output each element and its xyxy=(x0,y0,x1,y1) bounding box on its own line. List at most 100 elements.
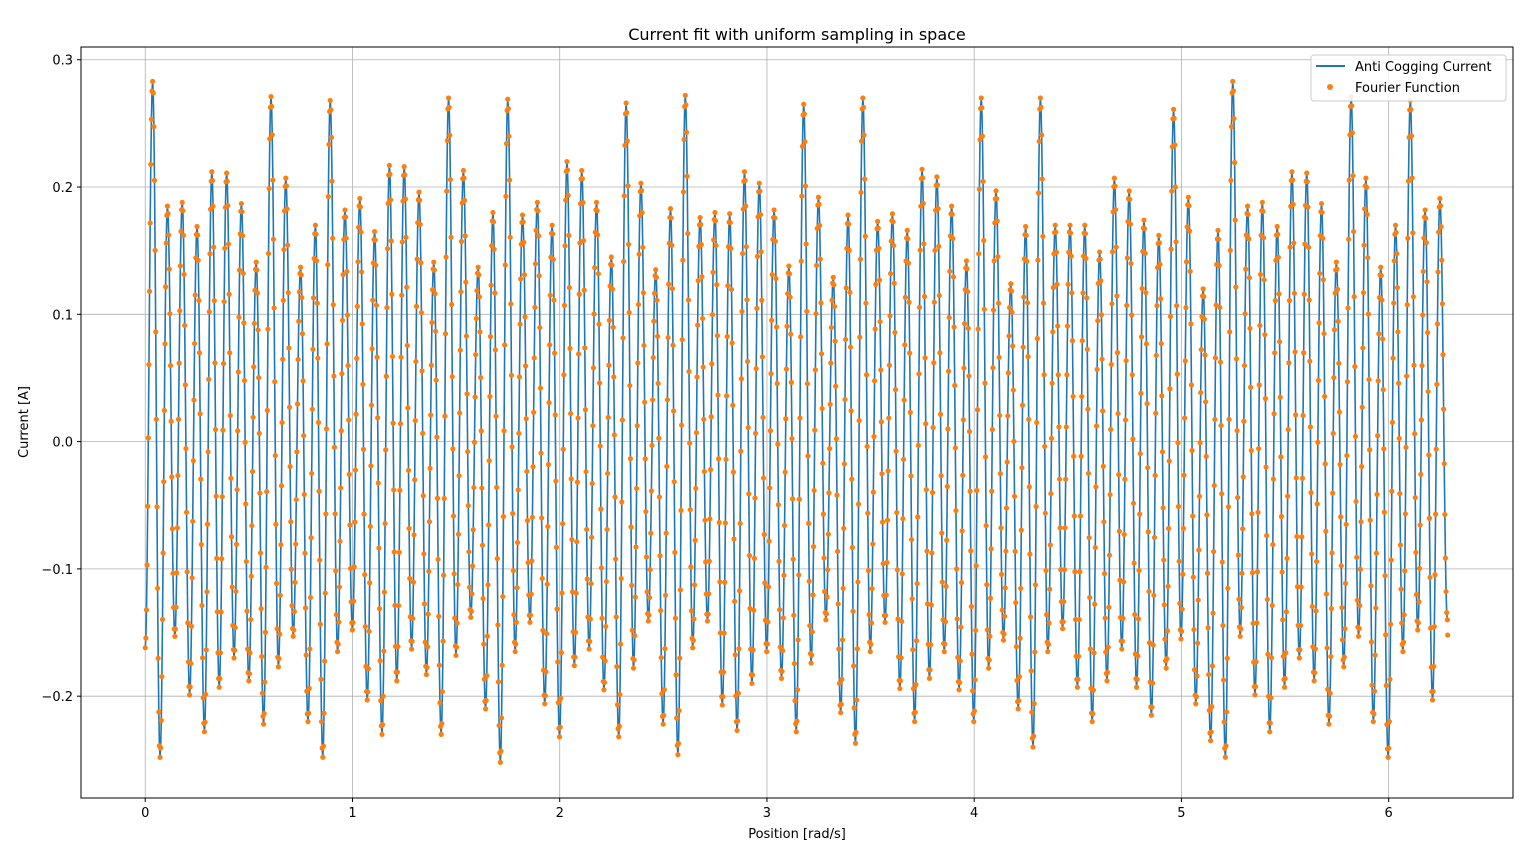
fourier-point xyxy=(961,365,967,371)
fourier-point xyxy=(656,435,662,441)
fourier-point xyxy=(1137,451,1143,457)
fourier-point xyxy=(1139,285,1145,292)
fourier-point xyxy=(799,193,805,199)
fourier-point xyxy=(1035,257,1041,263)
fourier-point xyxy=(1206,707,1212,714)
fourier-point xyxy=(328,134,335,140)
fourier-point xyxy=(1355,633,1362,639)
fourier-point xyxy=(475,264,481,270)
fourier-point xyxy=(810,544,817,550)
fourier-point xyxy=(1277,339,1283,345)
fourier-point xyxy=(1334,286,1341,292)
fourier-point xyxy=(806,578,812,584)
fourier-point xyxy=(198,541,204,548)
fourier-point xyxy=(286,404,293,410)
fourier-point xyxy=(973,627,979,633)
fourier-point xyxy=(960,472,966,478)
fourier-point xyxy=(375,480,381,486)
fourier-point xyxy=(1056,424,1062,430)
fourier-point xyxy=(418,310,425,316)
fourier-point xyxy=(951,324,957,330)
fourier-point xyxy=(404,342,410,349)
fourier-point xyxy=(1186,203,1192,209)
fourier-point xyxy=(1023,223,1029,230)
fourier-point xyxy=(957,658,963,664)
fourier-point xyxy=(1306,297,1312,303)
fourier-point xyxy=(566,284,573,291)
fourier-point xyxy=(277,631,283,637)
fourier-point xyxy=(1158,340,1164,347)
fourier-point xyxy=(1280,653,1286,659)
fourier-point xyxy=(989,488,995,494)
fourier-point xyxy=(805,453,811,459)
fourier-point xyxy=(285,290,291,296)
fourier-point xyxy=(1427,574,1433,581)
fourier-point xyxy=(859,138,865,144)
fourier-point xyxy=(1148,712,1154,718)
fourier-point xyxy=(272,452,278,459)
fourier-point xyxy=(255,327,261,333)
fourier-point xyxy=(423,671,429,678)
fourier-point xyxy=(777,607,783,613)
fourier-point xyxy=(590,423,596,429)
fourier-point xyxy=(1094,366,1100,372)
fourier-point xyxy=(730,469,736,475)
fourier-point xyxy=(1408,133,1415,139)
fourier-point xyxy=(1296,655,1302,661)
fourier-point xyxy=(1410,230,1416,236)
fourier-point xyxy=(1372,652,1378,658)
fourier-point xyxy=(436,662,442,668)
fourier-point xyxy=(1294,533,1300,540)
fourier-point xyxy=(1193,701,1199,707)
fourier-point xyxy=(1440,352,1446,358)
fourier-point xyxy=(1302,241,1308,247)
fourier-point xyxy=(1156,232,1162,238)
fourier-point xyxy=(401,164,407,170)
fourier-point xyxy=(344,268,350,275)
fourier-point xyxy=(742,177,748,184)
fourier-point xyxy=(989,426,995,433)
fourier-point xyxy=(797,415,803,421)
fourier-point xyxy=(684,173,690,179)
fourier-point xyxy=(1425,388,1431,395)
fourier-point xyxy=(442,331,449,337)
fourier-point xyxy=(846,221,852,227)
fourier-point xyxy=(1435,269,1441,275)
fourier-point xyxy=(680,189,687,195)
fourier-point xyxy=(984,582,990,588)
fourier-point xyxy=(822,588,828,595)
fourier-point xyxy=(589,480,595,487)
fourier-point xyxy=(257,550,264,556)
fourier-point xyxy=(950,235,956,242)
fourier-point xyxy=(417,221,423,228)
fourier-point xyxy=(1320,235,1326,242)
fourier-point xyxy=(281,247,287,253)
fourier-point xyxy=(225,241,232,247)
fourier-point xyxy=(627,456,634,462)
fourier-point xyxy=(534,199,540,205)
fourier-point xyxy=(1111,175,1117,181)
fourier-point xyxy=(484,633,490,639)
fourier-point xyxy=(1137,511,1143,517)
fourier-point xyxy=(1396,435,1402,442)
fourier-point xyxy=(1272,297,1278,304)
fourier-point xyxy=(947,268,953,274)
fourier-point xyxy=(994,218,1000,224)
fourier-point xyxy=(480,595,486,602)
fourier-point xyxy=(1102,615,1108,621)
fourier-point xyxy=(1149,704,1155,710)
fourier-point xyxy=(773,275,779,282)
fourier-point xyxy=(826,490,832,496)
fourier-point xyxy=(195,257,201,263)
fourier-point xyxy=(937,350,943,356)
fourier-point xyxy=(864,443,870,450)
fourier-point xyxy=(1424,329,1431,336)
fourier-point xyxy=(1420,312,1426,318)
plot-area xyxy=(142,78,1451,765)
fourier-point xyxy=(825,567,831,573)
fourier-point xyxy=(456,473,462,479)
fourier-point xyxy=(984,627,990,633)
fourier-point xyxy=(359,321,365,327)
fourier-point xyxy=(810,592,816,598)
fourier-point xyxy=(1151,592,1157,598)
